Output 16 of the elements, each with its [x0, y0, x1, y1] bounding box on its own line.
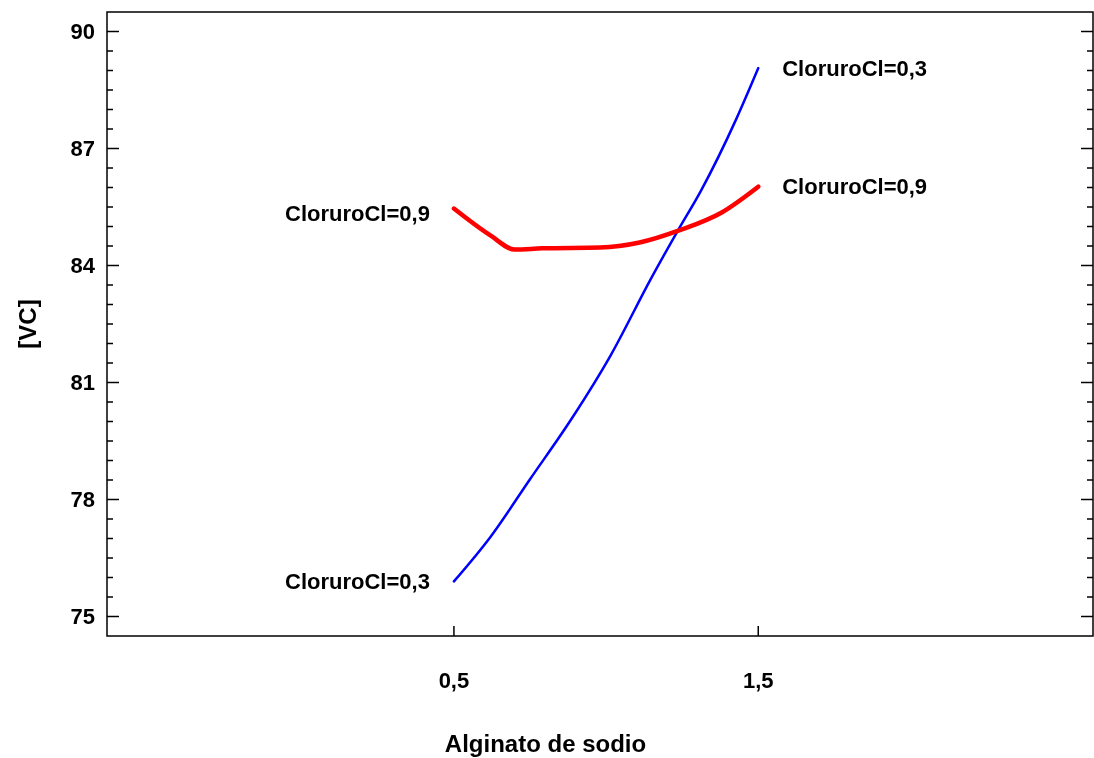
y-tick-label: 87 — [70, 136, 95, 162]
y-axis-title: [VC] — [14, 299, 41, 349]
series-label: CloruroCl=0,9 — [782, 174, 928, 200]
series-label: CloruroCl=0,3 — [285, 569, 430, 595]
y-tick-label: 81 — [70, 370, 95, 396]
y-tick-label: 84 — [70, 253, 96, 279]
x-axis-title: Alginato de sodio — [444, 730, 647, 757]
y-tick-label: 90 — [70, 19, 95, 45]
text: CloruroCl=0,9 — [285, 201, 430, 227]
line-series — [452, 66, 760, 583]
line-series — [451, 184, 761, 252]
x-tick-label: 0,5 — [438, 668, 470, 693]
text: CloruroCl=0,3 — [782, 55, 928, 81]
x-tick-label: 1,5 — [742, 668, 774, 693]
y-tick-label: 78 — [70, 487, 95, 513]
y-tick-label: 75 — [70, 604, 95, 630]
